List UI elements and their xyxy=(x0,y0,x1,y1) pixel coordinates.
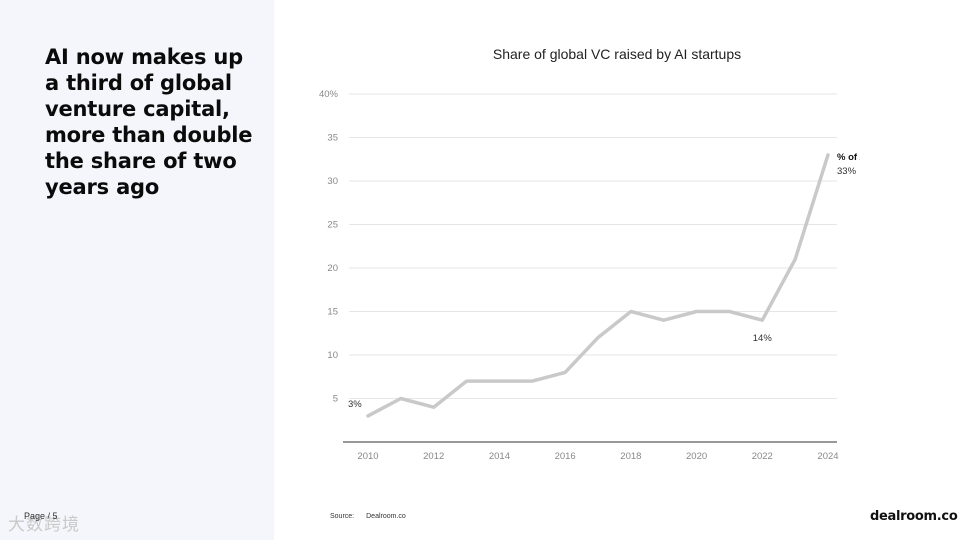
x-tick-label: 2018 xyxy=(620,451,641,462)
data-labels: 3% 14% 33% xyxy=(348,166,857,410)
x-tick-label: 2012 xyxy=(423,451,444,462)
line-chart: 5 10 15 20 25 30 35 40% 2010 2012 2014 2016 2018 202… xyxy=(319,89,860,462)
headline: AI now makes up a third of global ventur… xyxy=(45,45,253,199)
y-tick-label: 30 xyxy=(327,176,338,187)
y-tick-label: 5 xyxy=(333,394,338,405)
source-label: Source: xyxy=(330,513,355,520)
x-axis-ticks: 2010 2012 2014 2016 2018 2020 2022 2024 xyxy=(357,451,838,462)
x-tick-label: 2020 xyxy=(686,451,707,462)
x-tick-label: 2022 xyxy=(752,451,773,462)
y-tick-label: 20 xyxy=(327,263,338,274)
y-tick-label: 15 xyxy=(327,307,338,318)
chart-title: Share of global VC raised by AI startups xyxy=(492,46,742,62)
left-panel xyxy=(0,0,274,540)
y-tick-label: 40% xyxy=(319,89,339,100)
series-line-ai-share xyxy=(366,153,830,418)
y-tick-label: 10 xyxy=(327,350,338,361)
brand-logo: dealroom.co xyxy=(870,509,958,524)
x-tick-label: 2024 xyxy=(817,451,838,462)
data-label: 14% xyxy=(753,333,773,344)
grid-lines xyxy=(349,93,837,399)
source-value: Dealroom.co xyxy=(366,513,406,520)
data-label: 3% xyxy=(348,399,362,410)
source-note: Source: Dealroom.co xyxy=(330,513,406,520)
y-axis-ticks: 5 10 15 20 25 30 35 40% xyxy=(319,89,339,405)
y-tick-label: 25 xyxy=(327,220,338,231)
page-number: Page / 5 xyxy=(24,511,58,521)
series-label: % of AI globally xyxy=(837,152,860,163)
x-tick-label: 2010 xyxy=(357,451,378,462)
x-tick-label: 2014 xyxy=(489,451,510,462)
watermark: 大数跨境 xyxy=(8,515,80,535)
y-tick-label: 35 xyxy=(327,133,338,144)
x-tick-label: 2016 xyxy=(555,451,576,462)
data-label: 33% xyxy=(837,166,857,177)
